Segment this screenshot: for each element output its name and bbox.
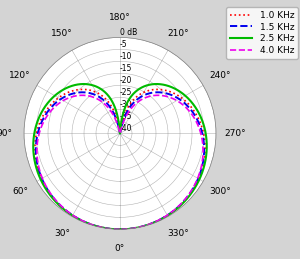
1.5 KHz [118, 228, 122, 231]
1.0 KHz [171, 210, 175, 213]
4.0 KHz [118, 132, 122, 135]
Line: 2.5 KHz: 2.5 KHz [33, 84, 207, 229]
1.5 KHz [34, 151, 38, 154]
1.0 KHz [152, 88, 156, 91]
1.5 KHz [118, 132, 122, 135]
Line: 1.0 KHz: 1.0 KHz [35, 89, 205, 229]
2.5 KHz [165, 84, 168, 87]
1.5 KHz [118, 228, 122, 231]
1.5 KHz [158, 91, 161, 94]
2.5 KHz [118, 228, 122, 231]
4.0 KHz [118, 228, 122, 231]
2.5 KHz [171, 210, 175, 213]
1.0 KHz [118, 132, 122, 135]
2.5 KHz [118, 132, 122, 135]
1.0 KHz [118, 228, 122, 231]
2.5 KHz [156, 83, 160, 86]
4.0 KHz [155, 94, 159, 97]
Line: 4.0 KHz: 4.0 KHz [37, 95, 203, 229]
1.0 KHz [33, 151, 37, 154]
1.0 KHz [40, 117, 43, 120]
4.0 KHz [147, 95, 150, 98]
4.0 KHz [118, 228, 122, 231]
2.5 KHz [118, 228, 122, 231]
4.0 KHz [43, 118, 47, 121]
4.0 KHz [35, 151, 39, 154]
2.5 KHz [32, 152, 35, 155]
1.0 KHz [118, 228, 122, 231]
4.0 KHz [171, 210, 175, 213]
Legend: 1.0 KHz, 1.5 KHz, 2.5 KHz, 4.0 KHz: 1.0 KHz, 1.5 KHz, 2.5 KHz, 4.0 KHz [226, 7, 298, 59]
2.5 KHz [37, 117, 40, 120]
1.5 KHz [150, 91, 153, 95]
4.0 KHz [118, 228, 122, 231]
2.5 KHz [118, 228, 122, 231]
Line: 1.5 KHz: 1.5 KHz [36, 92, 204, 229]
1.0 KHz [160, 88, 164, 91]
1.5 KHz [171, 210, 175, 213]
1.5 KHz [41, 118, 45, 121]
1.0 KHz [118, 228, 122, 231]
1.5 KHz [118, 228, 122, 231]
